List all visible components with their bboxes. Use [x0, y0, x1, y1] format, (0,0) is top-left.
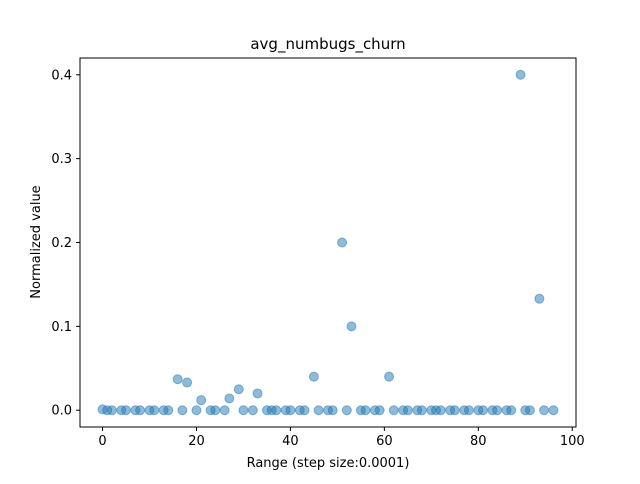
data-point [384, 371, 395, 382]
data-point [449, 405, 460, 416]
y-axis-label: Normalized value [29, 185, 44, 298]
data-point [534, 293, 545, 304]
plot-frame [79, 57, 577, 428]
data-point [271, 405, 282, 416]
y-tick-label: 0.0 [51, 404, 72, 419]
x-tick-label: 60 [376, 434, 393, 449]
data-point [341, 405, 352, 416]
data-points [97, 69, 559, 416]
data-point [388, 405, 399, 416]
y-tick-label: 0.3 [51, 152, 72, 167]
data-point [506, 405, 517, 416]
y-tick-label: 0.1 [51, 320, 72, 335]
data-point [247, 405, 258, 416]
x-tick-label: 80 [470, 434, 487, 449]
data-point [252, 388, 263, 399]
x-tick-label: 40 [282, 434, 299, 449]
data-point [196, 395, 207, 406]
data-point [172, 374, 183, 385]
x-axis-label: Range (step size:0.0001) [247, 456, 410, 471]
data-point [346, 321, 357, 332]
data-point [313, 405, 324, 416]
data-point [163, 405, 174, 416]
x-tick-label: 20 [188, 434, 205, 449]
data-point [177, 405, 188, 416]
data-point [210, 405, 221, 416]
data-point [191, 405, 202, 416]
data-point [548, 405, 559, 416]
x-tick-label: 0 [98, 434, 106, 449]
data-point [478, 405, 488, 416]
data-point [337, 237, 348, 248]
data-point [121, 405, 132, 416]
data-point [182, 377, 193, 388]
data-point [299, 405, 310, 416]
data-point [224, 393, 235, 404]
data-point [135, 405, 146, 416]
data-point [238, 405, 249, 416]
data-point [106, 405, 117, 416]
data-point [402, 405, 413, 416]
data-point [308, 371, 319, 382]
x-axis-ticks: 0 20 40 60 80 100 [98, 427, 585, 449]
data-point [219, 405, 230, 416]
data-point [374, 405, 385, 416]
data-point [539, 405, 550, 416]
data-point [285, 405, 296, 416]
data-point [435, 405, 446, 416]
y-tick-label: 0.2 [51, 236, 72, 251]
chart-title: avg_numbugs_churn [250, 35, 405, 54]
data-point [492, 405, 503, 416]
data-point [524, 405, 535, 416]
data-point [515, 69, 526, 80]
x-tick-label: 100 [560, 434, 585, 449]
data-point [149, 405, 160, 416]
data-point [463, 405, 474, 416]
data-point [327, 405, 338, 416]
y-axis-ticks: 0.0 0.1 0.2 0.3 0.4 [51, 68, 80, 419]
data-point [416, 405, 427, 416]
y-tick-label: 0.4 [51, 68, 72, 83]
data-point [360, 405, 371, 416]
data-point [233, 384, 244, 395]
